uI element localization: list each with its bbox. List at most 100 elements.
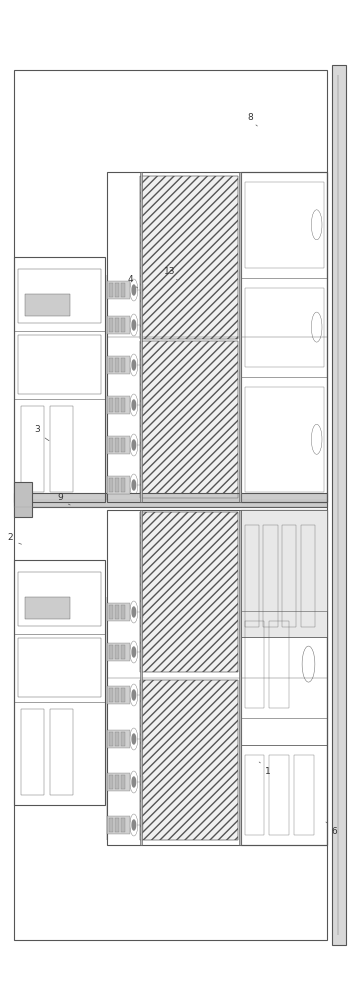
Bar [107, 476, 130, 494]
Circle shape [132, 607, 136, 617]
Bar [140, 512, 238, 672]
Bar [25, 597, 70, 619]
Bar [245, 288, 324, 367]
Bar [14, 482, 32, 517]
Bar [301, 525, 315, 627]
Circle shape [132, 690, 136, 700]
Bar [121, 605, 125, 619]
Bar [115, 438, 119, 452]
Bar [245, 182, 324, 268]
Circle shape [132, 777, 136, 787]
Bar [107, 356, 130, 374]
Bar [109, 478, 113, 492]
Bar [269, 754, 289, 835]
Bar [18, 638, 101, 697]
Bar [109, 318, 113, 332]
Text: 9: 9 [58, 493, 70, 505]
Bar [241, 610, 327, 718]
Bar [241, 510, 327, 637]
Bar [241, 510, 327, 845]
Bar [107, 603, 130, 621]
Circle shape [132, 360, 136, 370]
Bar [140, 172, 142, 502]
Bar [140, 341, 238, 498]
Circle shape [132, 400, 136, 410]
Bar [245, 620, 264, 708]
Bar [140, 680, 238, 840]
Bar [106, 172, 327, 502]
Bar [239, 510, 241, 845]
Bar [115, 318, 119, 332]
Bar [14, 70, 327, 940]
Bar [115, 358, 119, 372]
Circle shape [17, 493, 22, 507]
Text: 8: 8 [247, 113, 257, 126]
Bar [21, 709, 44, 795]
Bar [140, 510, 142, 845]
Bar [115, 775, 119, 789]
Bar [115, 818, 119, 832]
Bar [109, 605, 113, 619]
Bar [121, 438, 125, 452]
Bar [121, 478, 125, 492]
Bar [245, 754, 264, 835]
Bar [121, 398, 125, 412]
Bar [245, 387, 324, 492]
Circle shape [132, 440, 136, 450]
Bar [14, 560, 105, 805]
Bar [121, 645, 125, 659]
Bar [115, 283, 119, 297]
Bar [109, 398, 113, 412]
Bar [332, 65, 346, 945]
Bar [50, 406, 73, 492]
Bar [109, 775, 113, 789]
Bar [245, 525, 259, 627]
Bar [121, 318, 125, 332]
Bar [18, 269, 101, 323]
Bar [107, 316, 130, 334]
Bar [14, 257, 105, 502]
Bar [107, 816, 130, 834]
Bar [109, 688, 113, 702]
Bar [140, 176, 238, 339]
Bar [109, 438, 113, 452]
Text: 13: 13 [164, 267, 178, 280]
Bar [140, 512, 238, 672]
Bar [21, 406, 44, 492]
Bar [241, 172, 327, 502]
Bar [107, 436, 130, 454]
Bar [107, 281, 130, 299]
Bar [109, 732, 113, 746]
Bar [18, 572, 101, 626]
Bar [109, 283, 113, 297]
Circle shape [132, 647, 136, 657]
Bar [121, 775, 125, 789]
Bar [115, 688, 119, 702]
Bar [107, 396, 130, 414]
Bar [239, 172, 241, 502]
Bar [241, 744, 327, 845]
Text: 2: 2 [8, 534, 21, 544]
Bar [263, 525, 278, 627]
Text: 1: 1 [259, 762, 271, 776]
Bar [140, 341, 238, 498]
Text: 4: 4 [128, 275, 138, 288]
Bar [109, 645, 113, 659]
Bar [282, 525, 296, 627]
Bar [269, 620, 289, 708]
Circle shape [132, 285, 136, 295]
Bar [50, 709, 73, 795]
Bar [18, 335, 101, 394]
Bar [121, 358, 125, 372]
Bar [121, 283, 125, 297]
Bar [115, 398, 119, 412]
Text: 6: 6 [326, 822, 337, 836]
Circle shape [132, 320, 136, 330]
Text: 3: 3 [34, 426, 49, 441]
Bar [121, 818, 125, 832]
Bar [115, 605, 119, 619]
Bar [107, 730, 130, 748]
Bar [107, 643, 130, 661]
Bar [294, 754, 314, 835]
Bar [107, 773, 130, 791]
